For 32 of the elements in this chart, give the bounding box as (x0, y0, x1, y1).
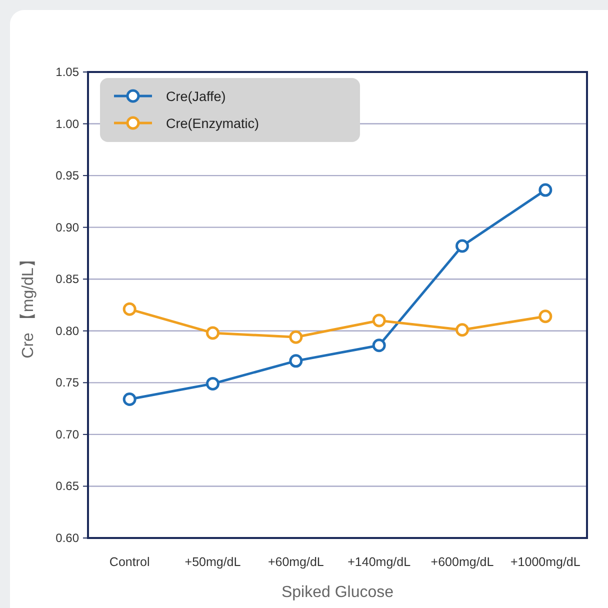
y-tick-label: 0.90 (56, 220, 80, 234)
y-tick-label: 0.75 (56, 376, 80, 390)
y-tick-label: 0.95 (56, 168, 80, 183)
point (122, 392, 136, 406)
y-tick-label: 0.65 (56, 479, 80, 494)
x-tick-label: +50mg/dL (184, 555, 241, 569)
point (122, 302, 136, 316)
point (372, 338, 386, 352)
x-tick-label: +1000mg/dL (510, 555, 580, 569)
y-tick-label: 1.00 (56, 116, 80, 131)
x-tick-label: Control (109, 555, 150, 569)
point (372, 314, 386, 328)
point (289, 354, 303, 368)
y-tick-label: 0.60 (56, 531, 80, 545)
x-axis-title: Spiked Glucose (281, 584, 394, 601)
point (206, 326, 220, 340)
x-tick-label: +60mg/dL (268, 555, 324, 569)
y-tick-label: 0.70 (56, 427, 80, 442)
y-tick-label: 0.85 (56, 272, 80, 286)
legend-label: Cre(Enzymatic) (166, 116, 260, 131)
y-tick-label: 1.05 (56, 65, 80, 79)
point (456, 239, 469, 253)
y-axis-title: Cre 【mg/dL】 (19, 252, 37, 358)
x-tick-label: +140mg/dL (348, 555, 411, 569)
point (456, 323, 469, 337)
point (538, 310, 552, 324)
point (206, 376, 220, 390)
point (289, 330, 303, 344)
x-tick-label: +600mg/dL (430, 555, 494, 569)
y-tick-label: 0.80 (56, 324, 80, 338)
legend-label: Cre(Jaffe) (166, 89, 226, 104)
point (538, 183, 552, 197)
